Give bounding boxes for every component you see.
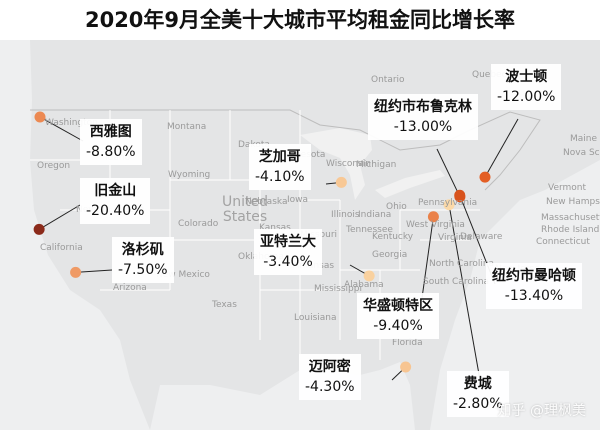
- callout-los-angeles: 洛杉矶 -7.50%: [112, 237, 174, 283]
- geo-label-rhode-island: Rhode Island: [541, 225, 600, 235]
- city-dot-los-angeles: [70, 266, 82, 278]
- city-name: 华盛顿特区: [363, 298, 433, 314]
- city-name: 亚特兰大: [260, 234, 316, 250]
- callout-chicago: 芝加哥 -4.10%: [249, 144, 311, 190]
- geo-label-north-carolina: North Carolina: [429, 259, 495, 269]
- city-value: -13.40%: [504, 288, 564, 304]
- geo-label-connecticut: Connecticut: [536, 237, 590, 247]
- city-value: -8.80%: [86, 144, 136, 160]
- city-name: 旧金山: [94, 183, 137, 199]
- city-value: -12.00%: [497, 89, 556, 105]
- connector-los-angeles: [75, 269, 113, 273]
- geo-label-louisiana: Louisiana: [294, 313, 337, 323]
- city-dots: [33, 111, 491, 373]
- watermark: 知乎 @理枫美: [497, 403, 586, 419]
- city-name: 纽约市布鲁克林: [374, 99, 472, 115]
- city-dot-seattle: [34, 111, 46, 123]
- geo-label-quebec: Quebec: [472, 70, 507, 80]
- geo-label-new-mexico: New Mexico: [156, 270, 210, 280]
- geo-label-illinois: Illinois: [331, 210, 360, 220]
- connector-san-francisco: [38, 204, 81, 230]
- connector-washington-dc: [421, 216, 434, 299]
- city-value: -9.40%: [373, 318, 423, 334]
- connector-seattle: [39, 116, 84, 142]
- callout-miami: 迈阿密 -4.30%: [299, 354, 361, 400]
- geo-label-oregon: Oregon: [37, 161, 71, 171]
- city-name: 迈阿密: [308, 359, 351, 375]
- city-name: 洛杉矶: [121, 242, 164, 258]
- geo-label-nova-scotia: Nova Scotia: [563, 148, 600, 158]
- geo-label-washington: Washington: [45, 118, 98, 128]
- geo-label-indiana: Indiana: [358, 210, 392, 220]
- geo-label-michigan: Michigan: [356, 160, 397, 170]
- callout-san-francisco: 旧金山 -20.40%: [80, 178, 151, 224]
- geo-label-virginia: Virginia: [438, 233, 472, 243]
- geo-label-maine: Maine: [570, 134, 598, 144]
- callout-boston: 波士顿 -12.00%: [491, 64, 562, 110]
- callout-brooklyn: 纽约市布鲁克林 -13.00%: [368, 94, 478, 140]
- geo-label-ontario: Ontario: [371, 75, 405, 85]
- city-value: -13.00%: [393, 119, 453, 135]
- geo-label-tennessee: Tennessee: [346, 225, 393, 235]
- pacific-ocean: [0, 40, 150, 430]
- callout-seattle: 西雅图 -8.80%: [80, 119, 142, 165]
- connector-brooklyn: [436, 148, 461, 197]
- geo-label-nebraska: Nebraska: [245, 197, 288, 207]
- city-dot-chicago: [335, 176, 347, 188]
- country-label: United States: [222, 194, 268, 225]
- geo-label-new-hampshire: New Hampshire: [546, 197, 600, 207]
- callout-atlanta: 亚特兰大 -3.40%: [254, 229, 322, 275]
- callout-philadelphia: 费城 -2.80%: [447, 371, 509, 417]
- geo-label-kentucky: Kentucky: [372, 232, 414, 242]
- geo-label-arizona: Arizona: [113, 283, 147, 293]
- geo-label-ohio: Ohio: [386, 202, 407, 212]
- city-value: -3.40%: [263, 254, 313, 270]
- geo-label-south-carolina: South Carolina: [423, 277, 490, 287]
- connector-boston: [484, 118, 519, 178]
- geo-label-georgia: Georgia: [372, 250, 408, 260]
- lake-erie: [375, 170, 445, 198]
- great-lakes: [300, 128, 372, 200]
- city-dot-miami: [400, 361, 412, 373]
- city-dot-washington-dc: [427, 211, 439, 223]
- geo-label-pennsylvania: Pennsylvania: [418, 198, 478, 208]
- city-value: -20.40%: [86, 203, 145, 219]
- geo-label-massachusetts: Massachusetts: [541, 213, 600, 223]
- city-dot-philadelphia: [443, 199, 455, 211]
- geo-label-texas: Texas: [212, 300, 237, 310]
- us-map: United States Washington California Wiscons…: [0, 40, 600, 430]
- city-value: -4.30%: [305, 379, 355, 395]
- geo-label-wisconsin: Wisconsin: [326, 159, 371, 169]
- city-dot-boston: [479, 171, 491, 183]
- city-value: -2.80%: [453, 396, 503, 412]
- city-name: 纽约市曼哈顿: [492, 268, 576, 284]
- geo-label-montana: Montana: [167, 122, 207, 132]
- geo-label-west-virginia: West Virginia: [406, 220, 465, 230]
- city-value: -4.10%: [255, 169, 305, 185]
- geo-label-vermont: Vermont: [548, 183, 587, 193]
- connector-lines: [38, 116, 519, 381]
- city-value: -7.50%: [118, 262, 168, 278]
- city-name: 西雅图: [89, 124, 132, 140]
- city-name: 费城: [463, 376, 492, 392]
- city-name: 波士顿: [505, 69, 548, 85]
- geo-label-mississippi: Mississippi: [314, 284, 362, 294]
- geo-label-colorado: Colorado: [178, 219, 219, 229]
- geo-label-kansas: Kansas: [259, 223, 291, 233]
- city-dot-manhattan: [454, 189, 466, 201]
- callout-washington-dc: 华盛顿特区 -9.40%: [357, 293, 439, 339]
- geo-label-alabama: Alabama: [344, 280, 384, 290]
- geo-label-florida: Florida: [392, 338, 423, 348]
- geo-label-california: California: [40, 243, 83, 253]
- city-name: 芝加哥: [258, 149, 301, 165]
- geo-label-wyoming: Wyoming: [168, 170, 211, 180]
- chart-title: 2020年9月全美十大城市平均租金同比增长率: [84, 8, 516, 32]
- callout-manhattan: 纽约市曼哈顿 -13.40%: [486, 263, 582, 309]
- city-dot-atlanta: [363, 270, 375, 282]
- connector-philadelphia: [448, 204, 481, 381]
- geo-label-iowa: Iowa: [287, 195, 309, 205]
- geo-label-delaware: Delaware: [460, 232, 503, 242]
- city-dot-san-francisco: [33, 223, 45, 235]
